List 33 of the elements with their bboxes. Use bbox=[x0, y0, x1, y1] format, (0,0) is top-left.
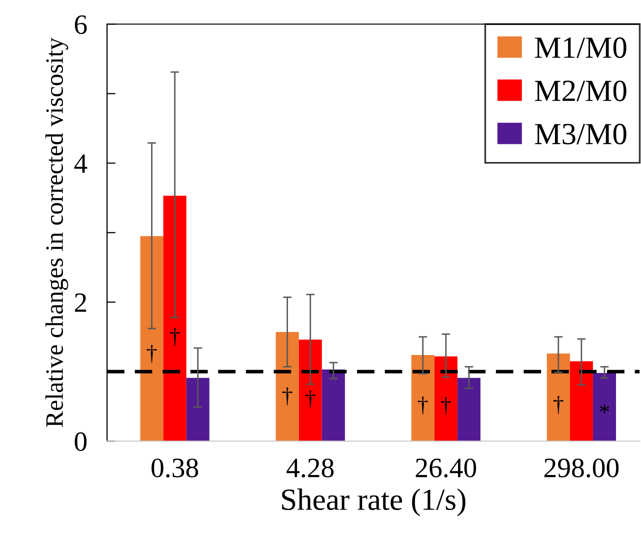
x-tick-label: 0.38 bbox=[152, 458, 198, 478]
bar bbox=[186, 378, 210, 442]
bar bbox=[592, 373, 616, 442]
y-axis-title: Relative changes in corrected viscosity bbox=[45, 38, 68, 427]
x-tick-label: 26.40 bbox=[416, 458, 476, 478]
x-tick-label: 4.28 bbox=[286, 458, 334, 478]
bar bbox=[546, 354, 570, 442]
y-tick-label: 0 bbox=[74, 432, 87, 452]
bar bbox=[411, 354, 434, 442]
y-tick-label: 2 bbox=[74, 293, 86, 312]
bar bbox=[570, 361, 593, 442]
legend-label: M2/M0 bbox=[534, 80, 626, 102]
y-tick-label: 4 bbox=[74, 154, 88, 173]
x-axis-title: Shear rate (1/s) bbox=[282, 488, 466, 516]
data-label: * bbox=[600, 404, 609, 413]
x-tick-label: 298.00 bbox=[544, 458, 619, 478]
data-label: † bbox=[441, 397, 451, 416]
legend-label: M3/M0 bbox=[534, 124, 626, 144]
bar bbox=[140, 236, 164, 442]
bar bbox=[434, 356, 458, 442]
bar bbox=[322, 370, 345, 442]
data-label: † bbox=[282, 387, 292, 406]
data-label: † bbox=[146, 344, 157, 363]
bar bbox=[457, 378, 480, 442]
legend-label: M1/M0 bbox=[534, 37, 626, 58]
data-label: † bbox=[305, 390, 316, 408]
data-label: † bbox=[554, 396, 564, 414]
data-label: † bbox=[170, 328, 180, 346]
bar bbox=[298, 340, 322, 442]
data-label: † bbox=[418, 396, 428, 415]
bar bbox=[276, 332, 299, 442]
y-tick-label: 6 bbox=[74, 15, 87, 34]
bar bbox=[163, 196, 186, 442]
